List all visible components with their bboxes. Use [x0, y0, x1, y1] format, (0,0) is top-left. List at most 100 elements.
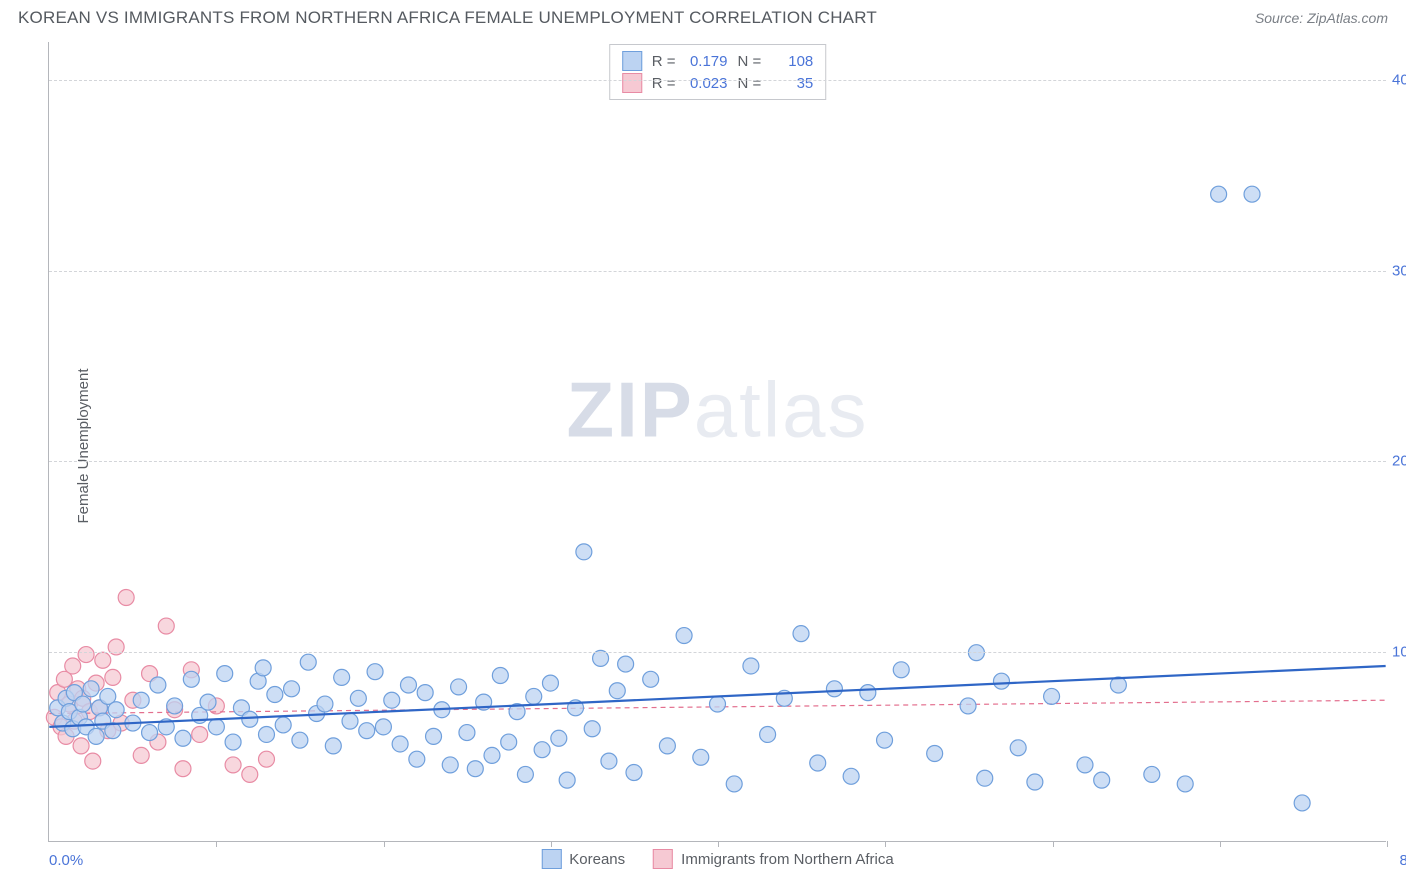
correlation-legend: R = 0.179 N = 108 R = 0.023 N = 35	[609, 44, 827, 100]
data-point	[409, 751, 425, 767]
data-point	[467, 761, 483, 777]
data-point	[267, 687, 283, 703]
n-value-koreans: 108	[767, 53, 813, 70]
data-point	[593, 650, 609, 666]
x-tick	[1387, 841, 1388, 847]
data-point	[1027, 774, 1043, 790]
n-value-immigrants: 35	[767, 75, 813, 92]
legend-item-immigrants: Immigrants from Northern Africa	[653, 849, 894, 869]
data-point	[292, 732, 308, 748]
chart-plot-area: ZIPatlas R = 0.179 N = 108 R = 0.023 N =…	[48, 42, 1386, 842]
data-point	[75, 696, 91, 712]
legend-label-immigrants: Immigrants from Northern Africa	[681, 851, 894, 868]
data-point	[73, 738, 89, 754]
data-point	[492, 668, 508, 684]
data-point	[65, 658, 81, 674]
x-tick	[1053, 841, 1054, 847]
data-point	[167, 698, 183, 714]
data-point	[342, 713, 358, 729]
data-point	[1144, 766, 1160, 782]
gridline	[49, 80, 1386, 81]
data-point	[300, 654, 316, 670]
data-point	[384, 692, 400, 708]
chart-title: KOREAN VS IMMIGRANTS FROM NORTHERN AFRIC…	[18, 8, 877, 28]
data-point	[501, 734, 517, 750]
data-point	[375, 719, 391, 735]
data-point	[442, 757, 458, 773]
gridline	[49, 271, 1386, 272]
data-point	[1077, 757, 1093, 773]
x-axis-min-label: 0.0%	[49, 852, 83, 869]
swatch-koreans	[622, 51, 642, 71]
data-point	[183, 671, 199, 687]
data-point	[968, 645, 984, 661]
data-point	[517, 766, 533, 782]
data-point	[200, 694, 216, 710]
r-label: R =	[652, 75, 676, 92]
data-point	[726, 776, 742, 792]
data-point	[175, 730, 191, 746]
data-point	[927, 746, 943, 762]
data-point	[392, 736, 408, 752]
data-point	[175, 761, 191, 777]
x-tick	[1220, 841, 1221, 847]
x-tick	[885, 841, 886, 847]
n-label: N =	[738, 75, 762, 92]
legend-item-koreans: Koreans	[541, 849, 625, 869]
data-point	[484, 747, 500, 763]
x-tick	[384, 841, 385, 847]
data-point	[843, 768, 859, 784]
data-point	[693, 749, 709, 765]
legend-label-koreans: Koreans	[569, 851, 625, 868]
y-tick-label: 20.0%	[1392, 453, 1406, 470]
data-point	[542, 675, 558, 691]
data-point	[993, 673, 1009, 689]
data-point	[1211, 186, 1227, 202]
data-point	[400, 677, 416, 693]
data-point	[893, 662, 909, 678]
data-point	[534, 742, 550, 758]
data-point	[85, 753, 101, 769]
data-point	[576, 544, 592, 560]
x-tick	[551, 841, 552, 847]
data-point	[108, 702, 124, 718]
data-point	[551, 730, 567, 746]
data-point	[225, 734, 241, 750]
data-point	[760, 726, 776, 742]
data-point	[643, 671, 659, 687]
x-tick	[216, 841, 217, 847]
data-point	[743, 658, 759, 674]
data-point	[83, 681, 99, 697]
data-point	[78, 647, 94, 663]
data-point	[284, 681, 300, 697]
data-point	[826, 681, 842, 697]
data-point	[258, 751, 274, 767]
y-tick-label: 10.0%	[1392, 643, 1406, 660]
data-point	[108, 639, 124, 655]
data-point	[242, 711, 258, 727]
data-point	[88, 728, 104, 744]
data-point	[317, 696, 333, 712]
data-point	[960, 698, 976, 714]
data-point	[255, 660, 271, 676]
data-point	[1094, 772, 1110, 788]
data-point	[118, 590, 134, 606]
data-point	[417, 685, 433, 701]
gridline	[49, 652, 1386, 653]
y-tick-label: 40.0%	[1392, 72, 1406, 89]
trend-line	[49, 666, 1385, 727]
data-point	[133, 692, 149, 708]
data-point	[1177, 776, 1193, 792]
data-point	[325, 738, 341, 754]
data-point	[225, 757, 241, 773]
source-label: Source: ZipAtlas.com	[1255, 10, 1388, 26]
data-point	[877, 732, 893, 748]
swatch-koreans-icon	[541, 849, 561, 869]
data-point	[150, 677, 166, 693]
data-point	[810, 755, 826, 771]
data-point	[105, 669, 121, 685]
data-point	[659, 738, 675, 754]
data-point	[359, 723, 375, 739]
data-point	[584, 721, 600, 737]
r-value-koreans: 0.179	[682, 53, 728, 70]
